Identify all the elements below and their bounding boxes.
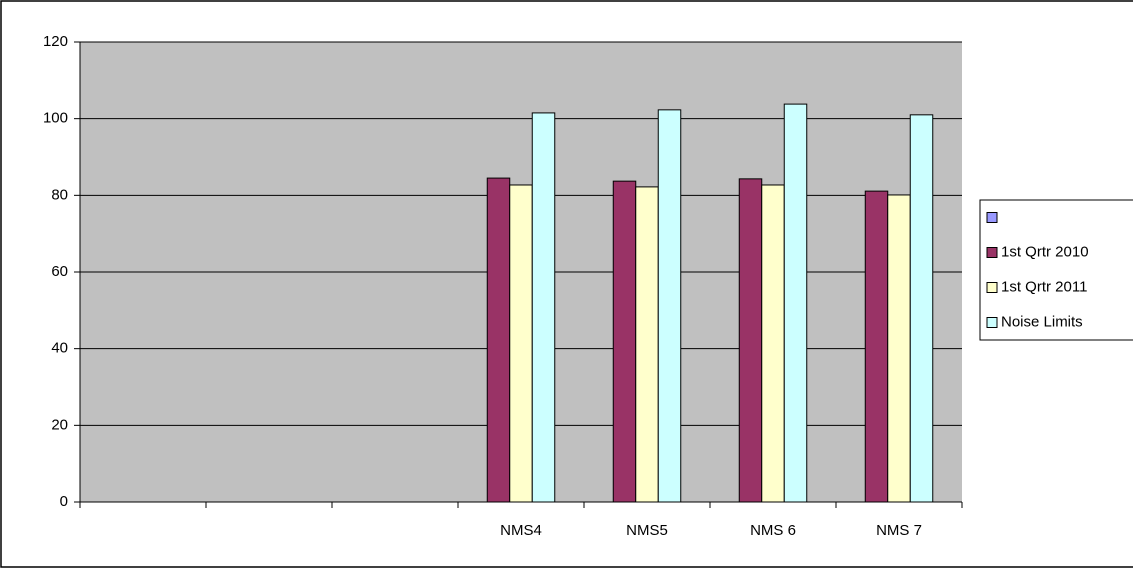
y-tick-label: 40 [51, 340, 68, 357]
bar [657, 109, 682, 503]
bar [531, 112, 556, 503]
legend-box [979, 199, 1133, 341]
legend-swatch [986, 282, 998, 293]
bar [612, 180, 637, 503]
legend-swatch [986, 317, 998, 328]
bar [635, 186, 659, 503]
x-tick-label: NMS 7 [876, 522, 922, 539]
bar [909, 114, 934, 503]
x-tick-label: NMS 6 [750, 522, 796, 539]
bar [738, 178, 763, 503]
bar [509, 184, 533, 503]
legend-swatch [986, 212, 998, 223]
bar [783, 103, 808, 503]
bar [761, 184, 785, 503]
y-tick-label: 20 [51, 416, 68, 433]
x-tick-label: NMS5 [626, 522, 668, 539]
y-tick-label: 60 [51, 263, 68, 280]
bar [486, 177, 511, 503]
y-tick-label: 120 [43, 33, 68, 50]
legend-label: 1st Qrtr 2010 [1001, 243, 1089, 260]
y-tick-label: 100 [43, 110, 68, 127]
y-tick-label: 80 [51, 186, 68, 203]
legend-label: Noise Limits [1001, 313, 1083, 330]
x-tick-label: NMS4 [500, 522, 542, 539]
bar [887, 194, 911, 503]
legend-label: 1st Qrtr 2011 [1001, 278, 1087, 295]
y-tick-label: 0 [60, 493, 68, 510]
bar [864, 190, 889, 503]
legend-swatch [986, 247, 998, 258]
